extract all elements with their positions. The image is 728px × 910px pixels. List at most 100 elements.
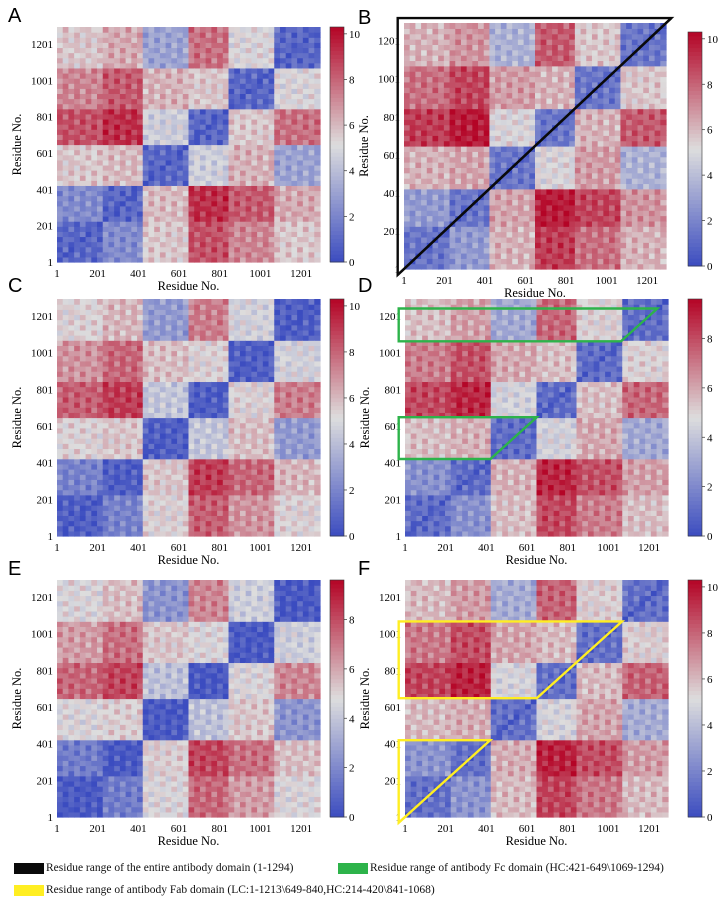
heatmap-cell: [432, 76, 439, 83]
heatmap-cell: [57, 154, 64, 161]
heatmap-cell: [609, 263, 616, 270]
heatmap-cell: [274, 205, 281, 212]
heatmap-cell: [517, 129, 525, 136]
heatmap-cell: [62, 391, 70, 398]
heatmap-cell: [443, 108, 451, 115]
heatmap-cell: [91, 510, 98, 516]
heatmap-cell: [426, 210, 434, 217]
heatmap-cell: [68, 180, 75, 186]
heatmap-cell: [148, 251, 155, 258]
heatmap-cell: [137, 134, 144, 140]
heatmap-cell: [478, 204, 485, 211]
heatmap-cell: [114, 236, 121, 243]
heatmap-cell: [472, 135, 479, 142]
heatmap-cell: [409, 124, 416, 131]
heatmap-cell: [506, 215, 513, 222]
heatmap-cell: [165, 93, 172, 100]
heatmap-cell: [472, 156, 479, 163]
heatmap-cell: [177, 98, 184, 105]
heatmap-cell: [205, 236, 212, 243]
heatmap-cell: [79, 365, 87, 372]
heatmap-cell: [91, 134, 98, 140]
heatmap-cell: [654, 103, 661, 110]
heatmap-cell: [495, 242, 502, 249]
heatmap-cell: [648, 28, 656, 35]
heatmap-cell: [245, 108, 252, 115]
heatmap-cell: [228, 221, 235, 227]
heatmap-cell: [62, 453, 70, 460]
heatmap-cell: [535, 39, 542, 45]
heatmap-cell: [154, 67, 161, 74]
heatmap-cell: [85, 499, 92, 506]
heatmap-cell: [159, 175, 167, 181]
heatmap-cell: [74, 129, 81, 135]
heatmap-cell: [74, 108, 81, 115]
heatmap-cell: [586, 65, 593, 72]
heatmap-cell: [546, 87, 553, 94]
heatmap-cell: [302, 32, 310, 38]
heatmap-cell: [68, 98, 75, 105]
heatmap-cell: [114, 484, 121, 491]
heatmap-cell: [557, 28, 565, 35]
heatmap-cell: [97, 309, 104, 316]
heatmap-cell: [239, 185, 247, 192]
heatmap-cell: [614, 194, 622, 201]
heatmap-cell: [119, 463, 127, 470]
heatmap-cell: [222, 144, 230, 151]
heatmap-cell: [512, 146, 519, 152]
heatmap-cell: [443, 151, 451, 158]
heatmap-cell: [171, 32, 178, 38]
heatmap-cell: [438, 252, 445, 259]
colorbar-segment: [330, 222, 344, 228]
heatmap-cell: [234, 175, 241, 181]
heatmap-cell: [188, 57, 195, 64]
heatmap-cell: [68, 210, 75, 217]
heatmap-cell: [245, 159, 252, 166]
heatmap-cell: [62, 231, 70, 238]
heatmap-cell: [409, 140, 416, 147]
heatmap-cell: [222, 134, 230, 140]
heatmap-cell: [637, 49, 644, 56]
heatmap-cell: [194, 108, 201, 115]
heatmap-cell: [211, 185, 218, 192]
heatmap-cell: [85, 195, 92, 202]
heatmap-cell: [591, 108, 599, 115]
heatmap-cell: [108, 438, 115, 444]
colorbar-segment: [330, 199, 344, 204]
heatmap-cell: [308, 251, 315, 258]
heatmap-cell: [643, 60, 650, 67]
heatmap-cell: [119, 314, 127, 321]
heatmap-cell: [421, 146, 428, 152]
heatmap-cell: [472, 247, 479, 254]
heatmap-cell: [239, 190, 247, 197]
y-tick-label: 201: [37, 221, 54, 233]
heatmap-cell: [85, 231, 92, 238]
heatmap-cell: [165, 118, 172, 125]
heatmap-cell: [194, 231, 201, 238]
heatmap-cell: [68, 479, 75, 486]
heatmap-cell: [557, 129, 565, 136]
heatmap-cell: [506, 135, 513, 142]
heatmap-cell: [114, 67, 121, 74]
heatmap-cell: [165, 231, 172, 238]
heatmap-cell: [279, 32, 287, 38]
heatmap-cell: [506, 108, 513, 115]
heatmap-cell: [245, 154, 252, 161]
heatmap-cell: [297, 226, 304, 232]
heatmap-cell: [114, 304, 121, 310]
heatmap-cell: [626, 263, 633, 270]
heatmap-cell: [205, 246, 212, 253]
heatmap-cell: [540, 65, 547, 72]
heatmap-cell: [291, 57, 298, 64]
heatmap-cell: [217, 210, 224, 217]
heatmap-cell: [142, 205, 150, 212]
heatmap-cell: [540, 33, 547, 40]
heatmap-cell: [119, 129, 127, 135]
heatmap-cell: [57, 190, 64, 197]
heatmap-cell: [409, 247, 416, 254]
heatmap-cell: [68, 159, 75, 166]
heatmap-cell: [500, 92, 508, 99]
heatmap-cell: [251, 118, 258, 125]
heatmap-cell: [119, 113, 127, 120]
heatmap-cell: [297, 124, 304, 130]
